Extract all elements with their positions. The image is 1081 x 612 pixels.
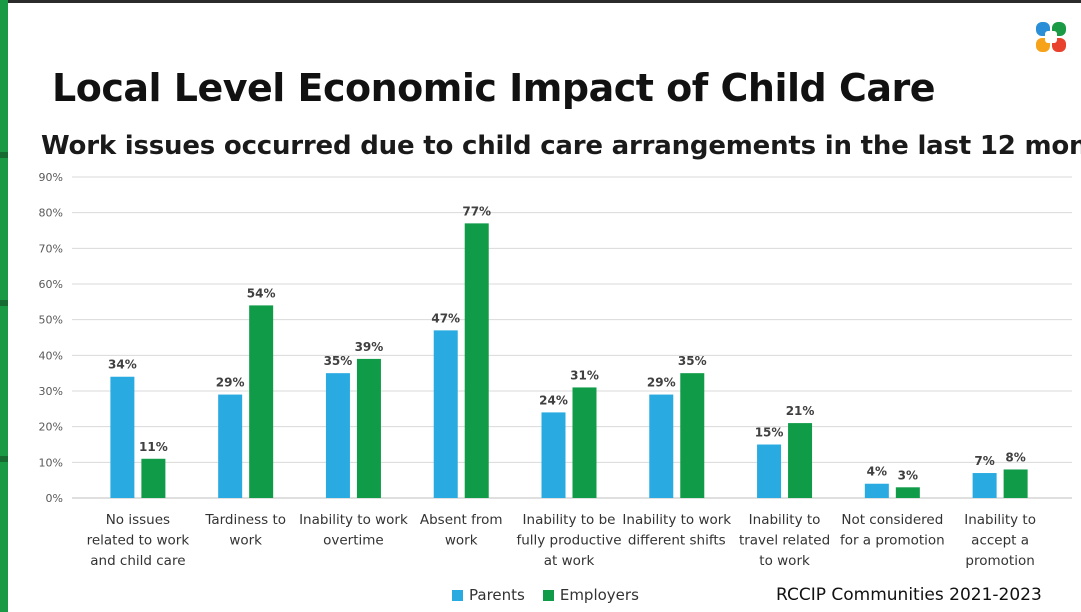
bar-employers (788, 423, 813, 498)
x-tick-label: Inability to be fully productive at work (516, 512, 621, 569)
top-border (0, 0, 1081, 3)
bar-parents (757, 444, 782, 498)
data-label: 24% (539, 393, 568, 407)
y-tick-label: 20% (39, 421, 63, 434)
bar-employers (572, 387, 597, 498)
x-tick-label: Not considered for a promotion (840, 512, 945, 549)
bar-employers (356, 358, 381, 498)
y-tick-label: 90% (39, 171, 63, 184)
data-label: 15% (755, 426, 784, 440)
y-tick-label: 30% (39, 385, 63, 398)
data-label: 21% (786, 404, 815, 418)
x-tick-label-line: Inability to be (523, 512, 616, 528)
x-tick-label-line: Inability to work (299, 512, 408, 528)
x-tick-label-line: work (229, 533, 262, 549)
data-label: 39% (355, 340, 384, 354)
x-tick-label-line: accept a (971, 533, 1029, 549)
legend-swatch-employers (542, 589, 554, 601)
legend-item-employers: Employers (542, 586, 639, 604)
x-tick-label-line: overtime (323, 533, 384, 549)
legend-label-employers: Employers (559, 586, 639, 604)
legend-swatch-parents (452, 589, 463, 601)
x-tick-label: Inability to accept a promotion (964, 512, 1036, 569)
bar-parents (110, 376, 135, 498)
left-bar-marker (0, 152, 8, 158)
x-tick-label-line: Not considered (841, 512, 943, 528)
bar-parents (325, 373, 350, 498)
bar-employers (464, 223, 489, 498)
x-tick-label: Inability to travel related to work (739, 512, 830, 569)
data-label: 11% (139, 440, 168, 454)
x-tick-label-line: different shifts (628, 533, 726, 549)
x-tick-label: Inability to work overtime (299, 512, 408, 549)
data-label: 4% (867, 465, 887, 479)
data-label: 7% (974, 454, 994, 468)
source-note: RCCIP Communities 2021-2023 (776, 585, 1042, 605)
bar-parents (864, 483, 889, 498)
x-tick-label-line: work (445, 533, 478, 549)
y-tick-label: 0% (46, 492, 63, 505)
x-tick-label: Inability to work different shifts (622, 512, 731, 549)
data-label: 8% (1005, 450, 1025, 464)
y-tick-label: 70% (39, 242, 63, 255)
x-tick-label: No issues related to work and child care (87, 512, 190, 569)
left-bar-marker (0, 300, 8, 306)
bar-parents (649, 394, 674, 498)
chart-subtitle: Work issues occurred due to child care a… (41, 131, 1081, 161)
y-tick-label: 60% (39, 278, 63, 291)
bar-parents (972, 473, 997, 498)
data-label: 77% (462, 204, 491, 218)
data-label: 3% (898, 468, 918, 482)
x-tick-label-line: Tardiness to (204, 512, 286, 528)
left-accent-bar (0, 0, 8, 612)
data-label: 35% (324, 354, 353, 368)
left-bar-marker (0, 456, 8, 462)
data-label: 54% (247, 286, 276, 300)
bar-parents (541, 412, 566, 498)
y-tick-label: 10% (39, 456, 63, 469)
bar-employers (895, 487, 920, 498)
bar-parents (218, 394, 243, 498)
x-tick-label-line: and child care (90, 553, 185, 569)
legend-item-parents: Parents (452, 586, 525, 604)
logo-icon (1036, 22, 1066, 52)
data-label: 47% (431, 311, 460, 325)
x-tick-label-line: fully productive (516, 533, 621, 549)
x-tick-label-line: Inability to (964, 512, 1036, 528)
x-tick-label-line: travel related (739, 533, 830, 549)
data-label: 35% (678, 354, 707, 368)
chart-legend: Parents Employers (452, 586, 639, 604)
bar-employers (680, 373, 705, 498)
y-tick-label: 40% (39, 349, 63, 362)
x-tick-label-line: Inability to (749, 512, 821, 528)
data-label: 31% (570, 368, 599, 382)
page-title: Local Level Economic Impact of Child Car… (52, 66, 935, 110)
x-tick-label: Absent from work (420, 512, 503, 549)
y-tick-label: 50% (39, 314, 63, 327)
data-label: 34% (108, 358, 137, 372)
x-tick-label-line: for a promotion (840, 533, 945, 549)
x-tick-label-line: promotion (965, 553, 1034, 569)
x-tick-label-line: related to work (87, 533, 190, 549)
bar-parents (433, 330, 458, 498)
bar-employers (249, 305, 274, 498)
x-tick-label-line: No issues (106, 512, 170, 528)
x-tick-label-line: Absent from (420, 512, 503, 528)
data-label: 29% (647, 376, 676, 390)
bar-employers (1003, 469, 1028, 498)
y-tick-label: 80% (39, 207, 63, 220)
legend-label-parents: Parents (469, 586, 525, 604)
x-tick-label: Tardiness to work (204, 512, 286, 549)
data-label: 29% (216, 376, 245, 390)
x-tick-label-line: to work (759, 553, 810, 569)
x-tick-label-line: Inability to work (622, 512, 731, 528)
bar-employers (141, 458, 166, 498)
x-tick-label-line: at work (544, 553, 595, 569)
